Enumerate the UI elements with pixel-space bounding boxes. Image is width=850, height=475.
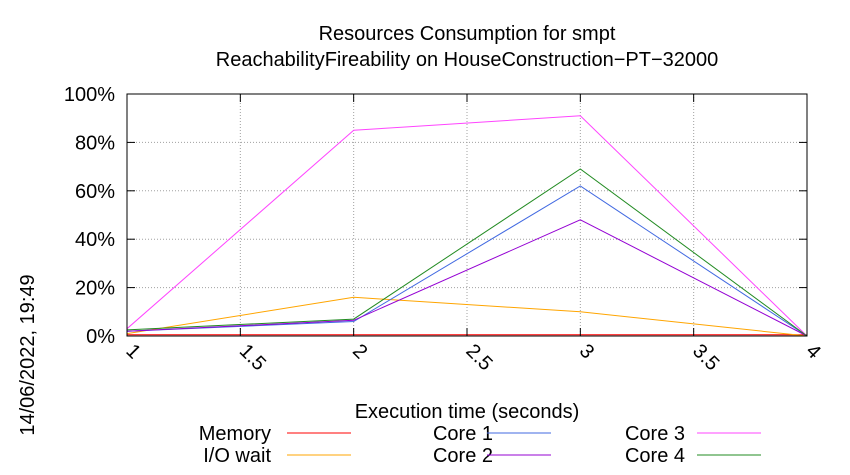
x-axis: 1 1.5 2 2.5 3 3.5 4 <box>121 94 825 375</box>
legend-label-core-3: Core 3 <box>625 423 685 445</box>
series-line-core-2 <box>126 219 808 337</box>
x-tick-label: 1 <box>121 340 144 363</box>
y-tick-label: 60% <box>75 181 115 203</box>
x-tick-label: 3 <box>575 340 598 363</box>
x-tick-label: 2 <box>348 340 371 363</box>
y-tick-label: 0% <box>86 326 115 348</box>
series-lines <box>126 115 808 337</box>
y-tick-label: 20% <box>75 278 115 300</box>
series-line-core-4 <box>126 168 808 337</box>
y-axis: 0% 20% 40% 60% 80% 100% <box>64 84 807 348</box>
chart-subtitle: ReachabilityFireability on HouseConstruc… <box>216 49 719 71</box>
y-tick-label: 100% <box>64 84 115 106</box>
legend-label-core-1: Core 1 <box>433 423 493 445</box>
legend-label-core-2: Core 2 <box>433 445 493 467</box>
legend-label-i-o-wait: I/O wait <box>203 445 271 467</box>
legend-label-memory: Memory <box>199 423 271 445</box>
timestamp: 14/06/2022, 19:49 <box>17 274 39 435</box>
series-line-core-3 <box>126 115 808 337</box>
y-tick-label: 80% <box>75 132 115 154</box>
legend-label-core-4: Core 4 <box>625 445 685 467</box>
series-line-core-1 <box>126 185 808 337</box>
grid <box>126 93 808 337</box>
x-axis-label: Execution time (seconds) <box>355 401 580 423</box>
x-tick-label: 3.5 <box>688 340 723 375</box>
series-line-i-o-wait <box>126 296 808 337</box>
y-tick-label: 40% <box>75 229 115 251</box>
chart-title: Resources Consumption for smpt <box>319 23 616 45</box>
x-tick-label: 1.5 <box>235 340 270 375</box>
x-tick-label: 4 <box>801 340 824 363</box>
x-tick-label: 2.5 <box>461 340 496 375</box>
